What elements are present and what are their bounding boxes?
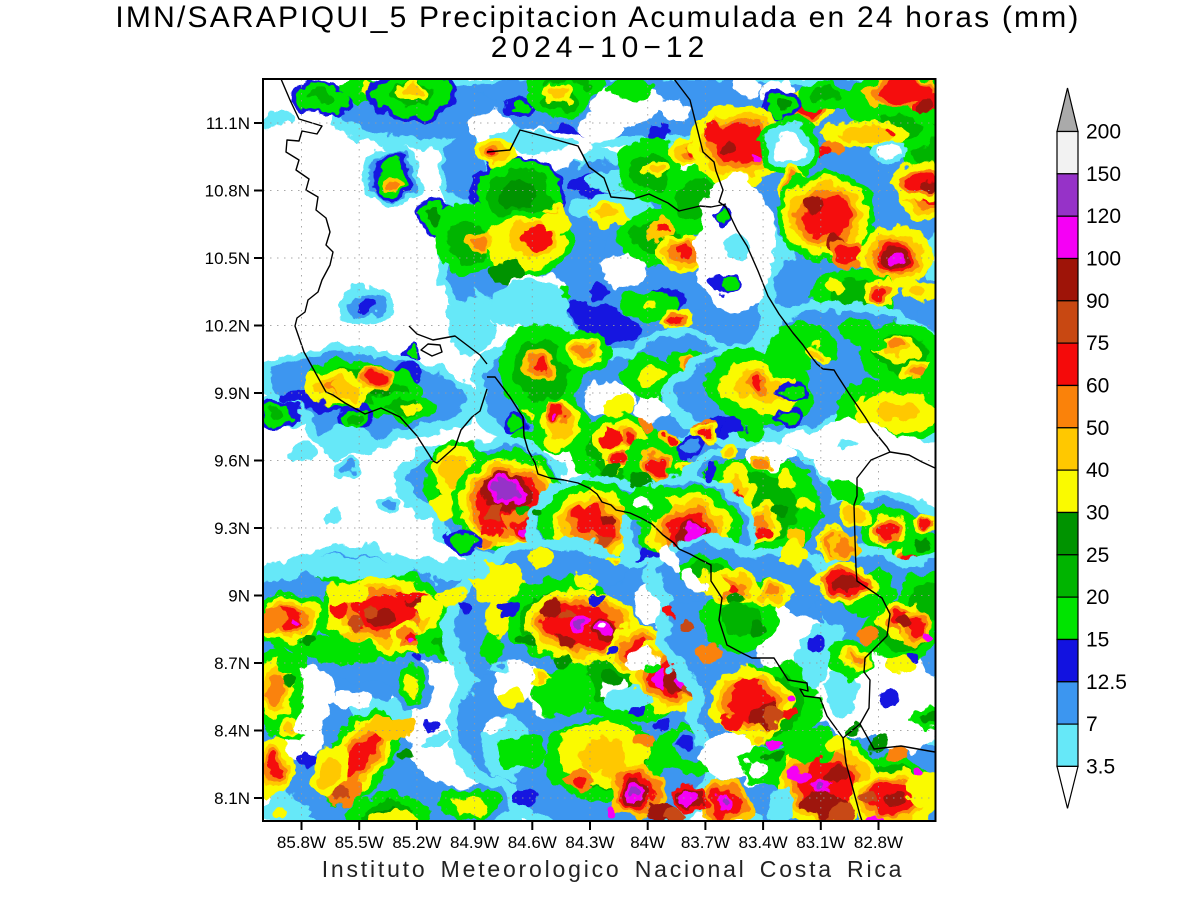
svg-text:12.5: 12.5 xyxy=(1086,671,1127,694)
svg-text:50: 50 xyxy=(1086,417,1109,440)
svg-text:90: 90 xyxy=(1086,290,1109,313)
svg-text:30: 30 xyxy=(1086,502,1109,525)
svg-text:100: 100 xyxy=(1086,248,1121,271)
svg-text:IMN/SARAPIQUI_5 Precipitacion: IMN/SARAPIQUI_5 Precipitacion Acumulada … xyxy=(115,1,1080,34)
svg-text:85.5W: 85.5W xyxy=(335,833,384,852)
svg-text:75: 75 xyxy=(1086,332,1109,355)
svg-text:2024−10−12: 2024−10−12 xyxy=(491,31,710,64)
svg-text:10.2N: 10.2N xyxy=(205,317,250,336)
svg-text:83.7W: 83.7W xyxy=(681,833,730,852)
svg-text:8.7N: 8.7N xyxy=(214,654,250,673)
svg-text:83.4W: 83.4W xyxy=(739,833,788,852)
svg-text:8.1N: 8.1N xyxy=(214,789,250,808)
svg-text:84.6W: 84.6W xyxy=(508,833,557,852)
svg-text:20: 20 xyxy=(1086,586,1109,609)
svg-text:84.3W: 84.3W xyxy=(565,833,614,852)
svg-text:150: 150 xyxy=(1086,163,1121,186)
svg-text:10.5N: 10.5N xyxy=(205,249,250,268)
svg-text:9N: 9N xyxy=(228,587,250,606)
svg-text:Instituto Meteorologico Nacion: Instituto Meteorologico Nacional Costa R… xyxy=(322,856,905,882)
svg-text:7: 7 xyxy=(1086,713,1098,736)
svg-text:85.2W: 85.2W xyxy=(392,833,441,852)
svg-text:83.1W: 83.1W xyxy=(796,833,845,852)
svg-text:25: 25 xyxy=(1086,544,1109,567)
svg-text:84.9W: 84.9W xyxy=(450,833,499,852)
svg-text:84W: 84W xyxy=(630,833,665,852)
svg-text:10.8N: 10.8N xyxy=(205,182,250,201)
svg-text:85.8W: 85.8W xyxy=(277,833,326,852)
svg-text:9.6N: 9.6N xyxy=(214,452,250,471)
svg-text:15: 15 xyxy=(1086,629,1109,652)
svg-text:120: 120 xyxy=(1086,205,1121,228)
svg-text:9.3N: 9.3N xyxy=(214,519,250,538)
svg-text:60: 60 xyxy=(1086,375,1109,398)
svg-text:9.9N: 9.9N xyxy=(214,384,250,403)
svg-text:82.8W: 82.8W xyxy=(854,833,903,852)
svg-text:200: 200 xyxy=(1086,121,1121,144)
svg-text:3.5: 3.5 xyxy=(1086,755,1115,778)
svg-text:40: 40 xyxy=(1086,459,1109,482)
svg-text:8.4N: 8.4N xyxy=(214,722,250,741)
svg-text:11.1N: 11.1N xyxy=(206,114,250,133)
